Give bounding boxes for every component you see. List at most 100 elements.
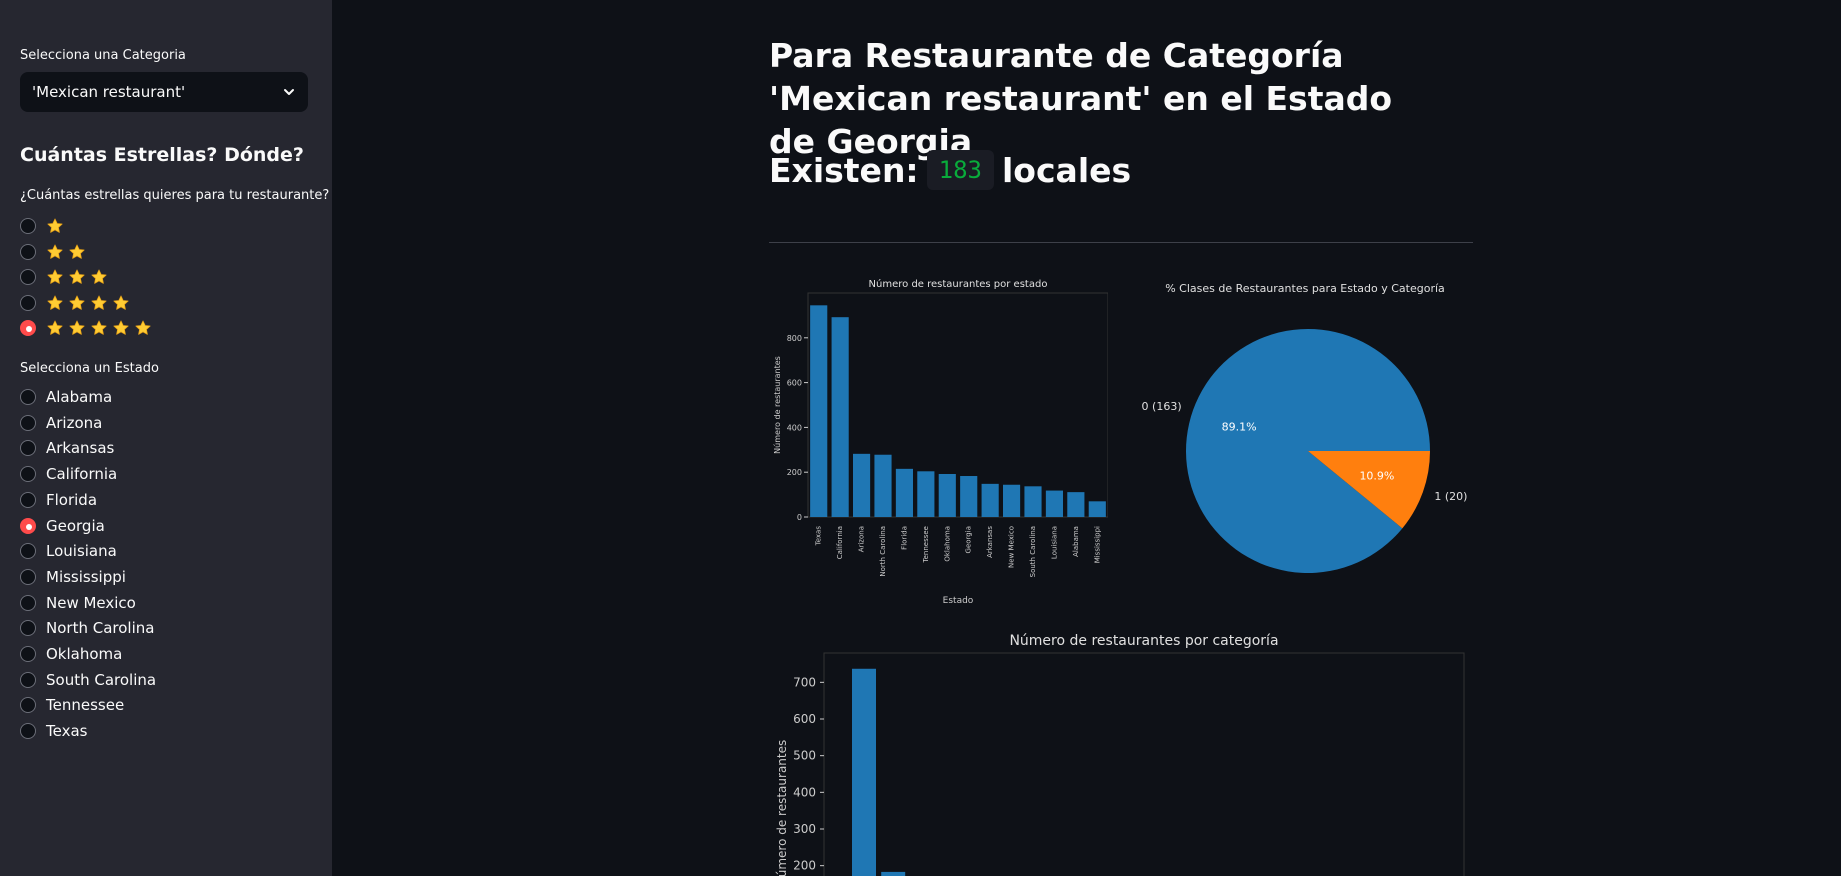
chart-title: Número de restaurantes por categoría (1009, 633, 1278, 649)
state-option[interactable]: Arkansas (20, 437, 114, 459)
state-option[interactable]: California (20, 463, 117, 485)
state-option[interactable]: Louisiana (20, 540, 117, 562)
state-option-label: Arizona (46, 413, 103, 432)
x-tick-label: Florida (900, 526, 908, 550)
radio-button[interactable] (20, 440, 36, 457)
star-icon (47, 244, 63, 259)
category-select-value: 'Mexican restaurant' (32, 83, 186, 101)
star-icon (113, 295, 129, 310)
x-tick-label: Arkansas (986, 526, 994, 558)
y-tick-label: 400 (793, 785, 816, 799)
y-tick-label: 400 (787, 423, 802, 432)
chart-restaurants-by-state: Número de restaurantes por estado 0 200 400… (773, 278, 1108, 605)
stars-question: ¿Cuántas estrellas quieres para tu resta… (20, 188, 330, 203)
star-icon (69, 295, 85, 310)
state-option[interactable]: Mississippi (20, 566, 126, 588)
state-option-label: Oklahoma (46, 645, 123, 663)
bar (852, 668, 876, 876)
radio-button[interactable] (20, 491, 36, 508)
count-prefix: Existen: (769, 150, 919, 190)
x-tick-label: South Carolina (1029, 526, 1037, 577)
count-suffix: locales (1002, 150, 1132, 190)
radio-button[interactable] (20, 620, 36, 637)
stars (46, 217, 64, 235)
radio-button[interactable] (20, 466, 36, 483)
star-icon (69, 244, 85, 259)
radio-button[interactable] (20, 671, 36, 688)
pie-slice-label: 0 (163) (1142, 400, 1182, 413)
state-option-label: Georgia (46, 516, 105, 535)
state-option[interactable]: Georgia (20, 515, 105, 537)
star-icon (47, 218, 63, 233)
state-option[interactable]: South Carolina (20, 669, 156, 691)
star-icon (91, 295, 107, 310)
star-option-5[interactable] (20, 317, 152, 339)
stars (46, 294, 130, 312)
state-option[interactable]: Florida (20, 489, 97, 511)
pie-pct-label: 89.1% (1222, 420, 1257, 433)
x-tick-label: Mississippi (1093, 526, 1101, 563)
y-tick-label: 600 (793, 712, 816, 726)
y-tick-label: 200 (793, 859, 816, 873)
star-icon (91, 269, 107, 284)
radio-button[interactable] (20, 697, 36, 714)
state-option[interactable]: Tennessee (20, 694, 124, 716)
y-tick-label: 800 (787, 334, 802, 343)
state-option-label: New Mexico (46, 593, 136, 612)
x-tick-label: North Carolina (879, 526, 887, 577)
star-option-2[interactable] (20, 241, 86, 263)
radio-button[interactable] (20, 269, 36, 286)
star-option-4[interactable] (20, 292, 130, 314)
state-option[interactable]: New Mexico (20, 592, 136, 614)
state-option[interactable]: Alabama (20, 386, 112, 408)
bar (1045, 490, 1063, 517)
bar (881, 871, 906, 876)
bar (810, 305, 828, 517)
category-select[interactable]: 'Mexican restaurant' (20, 72, 308, 112)
y-tick-label: 500 (793, 749, 816, 763)
radio-button[interactable] (20, 517, 36, 534)
chart-title: Número de restaurantes por estado (869, 278, 1048, 290)
state-option-label: Arkansas (46, 439, 115, 458)
radio-button[interactable] (20, 543, 36, 560)
x-tick-label: Arizona (858, 526, 866, 552)
star-icon (47, 269, 63, 284)
chevron-down-icon (284, 89, 294, 95)
radio-button[interactable] (20, 243, 36, 260)
x-tick-label: Alabama (1072, 526, 1080, 557)
state-option-label: Mississippi (46, 567, 126, 586)
radio-button[interactable] (20, 646, 36, 662)
x-tick-label: Tennessee (922, 526, 930, 563)
star-option-1[interactable] (20, 215, 64, 237)
radio-button[interactable] (20, 568, 36, 585)
state-option[interactable]: North Carolina (20, 617, 154, 639)
radio-button[interactable] (20, 218, 36, 234)
state-option-label: Louisiana (46, 542, 117, 561)
x-tick-label: Louisiana (1050, 526, 1058, 559)
radio-button[interactable] (20, 594, 36, 611)
y-tick-label: 300 (793, 822, 816, 836)
radio-button[interactable] (20, 723, 36, 740)
chart-restaurants-by-category: Número de restaurantes por categoría1002… (775, 633, 1465, 876)
plot-frame (807, 292, 1108, 518)
radio-button[interactable] (20, 320, 36, 337)
state-option-label: California (46, 465, 118, 484)
radio-button[interactable] (20, 414, 36, 431)
radio-button[interactable] (20, 389, 36, 405)
y-axis-label: Número de restaurantes (773, 356, 782, 454)
radio-button[interactable] (20, 294, 36, 311)
bar (938, 473, 956, 517)
count-value: 183 (926, 150, 994, 190)
state-option[interactable]: Oklahoma (20, 643, 122, 665)
pie-pct-label: 10.9% (1359, 470, 1394, 483)
star-option-3[interactable] (20, 266, 108, 288)
state-option[interactable]: Texas (20, 720, 87, 742)
sidebar: Selecciona una Categoria 'Mexican restau… (0, 0, 332, 876)
state-option[interactable]: Arizona (20, 412, 102, 434)
y-axis-label: Número de restaurantes (775, 740, 789, 876)
y-tick-label: 600 (787, 379, 802, 388)
pie-slice (1308, 451, 1430, 529)
star-icon (113, 320, 129, 336)
star-icon (47, 295, 63, 310)
bar (874, 454, 892, 517)
